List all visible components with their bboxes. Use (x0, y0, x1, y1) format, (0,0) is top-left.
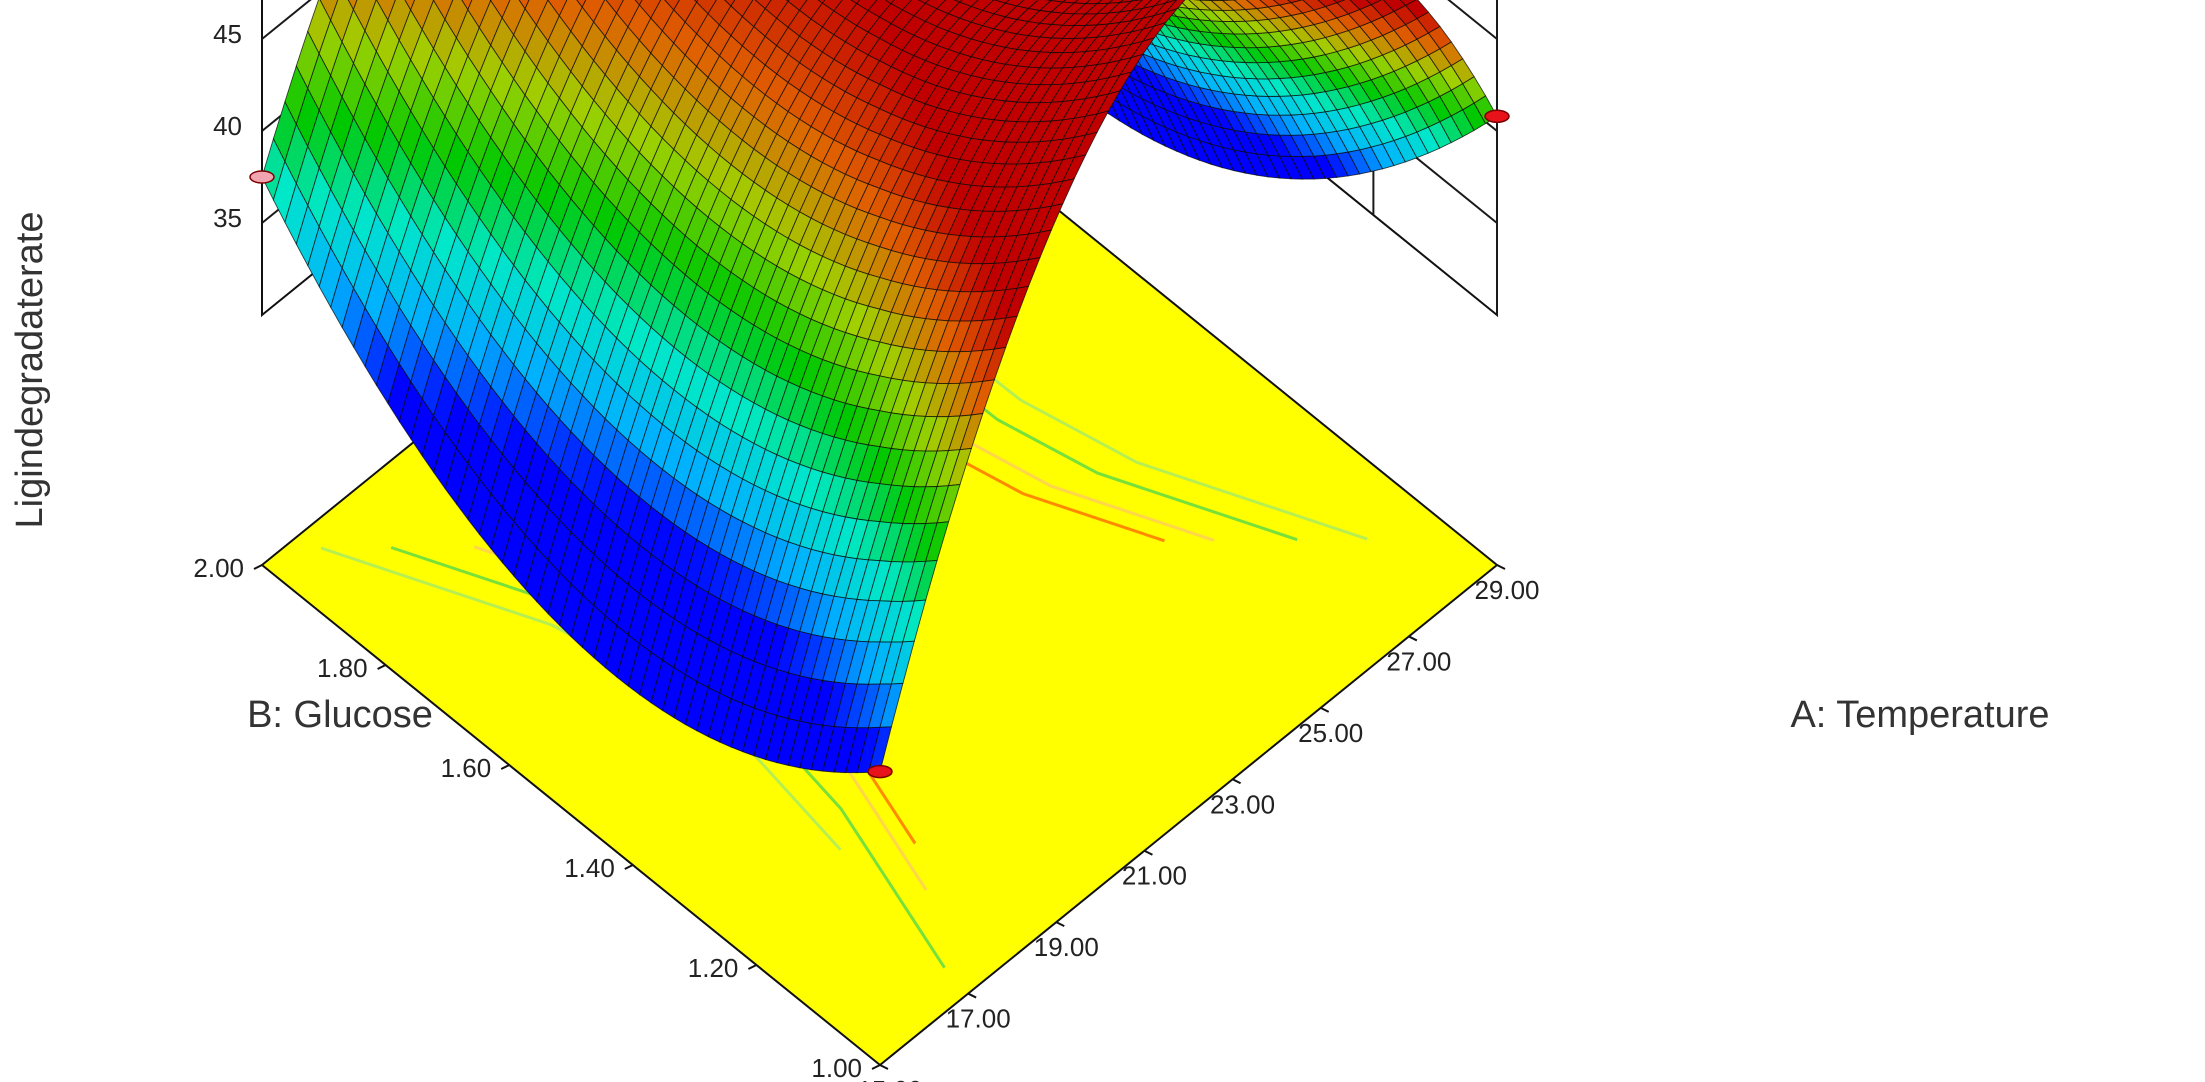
x-tick-mark (1408, 635, 1418, 642)
z-tick-label: 35 (213, 203, 242, 233)
surface-cell (1399, 0, 1417, 6)
design-points (249, 109, 1510, 779)
surface-cell (347, 0, 358, 11)
design-point (867, 764, 893, 779)
y-tick-label: 1.40 (564, 853, 615, 883)
design-point (249, 170, 275, 184)
z-tick-label: 45 (213, 19, 242, 49)
x-tick-label: 17.00 (946, 1004, 1011, 1034)
y-tick-label: 1.60 (441, 753, 492, 783)
tick-labels: 354045505515.0017.0019.0021.0023.0025.00… (193, 19, 1539, 1082)
x-tick-mark (967, 992, 977, 999)
x-tick-mark (1055, 921, 1065, 928)
x-axis-title: A: Temperature (1790, 694, 2049, 736)
y-tick-label: 2.00 (193, 553, 244, 583)
surface-cell (1287, 0, 1304, 4)
surface-cell (576, 0, 587, 9)
x-tick-label: 21.00 (1122, 861, 1187, 891)
x-tick-mark (1320, 706, 1330, 713)
x-tick-mark (1143, 849, 1153, 856)
x-tick-label: 27.00 (1386, 646, 1451, 676)
surface-cell (1365, 0, 1383, 6)
surface-cell (461, 0, 473, 11)
x-tick-label: 19.00 (1034, 932, 1099, 962)
x-tick-label: 25.00 (1298, 718, 1363, 748)
surface-cell (518, 0, 530, 10)
x-tick-label: 29.00 (1474, 575, 1539, 605)
x-tick-mark (879, 1064, 889, 1070)
x-tick-mark (1496, 564, 1506, 570)
surface-cell (634, 0, 643, 6)
x-tick-label: 23.00 (1210, 789, 1275, 819)
surface-cell (1333, 0, 1346, 4)
surface-cell (723, 0, 736, 7)
surface-cell (404, 0, 416, 12)
design-point (1484, 109, 1510, 124)
surface-cell (1272, 0, 1293, 6)
y-tick-label: 1.20 (688, 953, 739, 983)
y-tick-mark (377, 664, 387, 670)
y-tick-mark (253, 564, 263, 570)
y-tick-mark (871, 1064, 881, 1070)
x-tick-label: 15.00 (857, 1075, 922, 1082)
y-axis-title: B: Glucose (247, 694, 433, 736)
z-axis-title: Ligindegradaterate (9, 212, 51, 529)
surface-mesh (261, 0, 1498, 774)
z-tick-label: 40 (213, 111, 242, 141)
x-tick-mark (1232, 778, 1242, 785)
y-tick-label: 1.80 (317, 653, 368, 683)
y-tick-mark (500, 764, 510, 770)
y-tick-mark (747, 964, 757, 970)
surface-cell (1317, 0, 1338, 8)
y-tick-label: 1.00 (811, 1053, 862, 1082)
y-tick-mark (624, 864, 634, 870)
